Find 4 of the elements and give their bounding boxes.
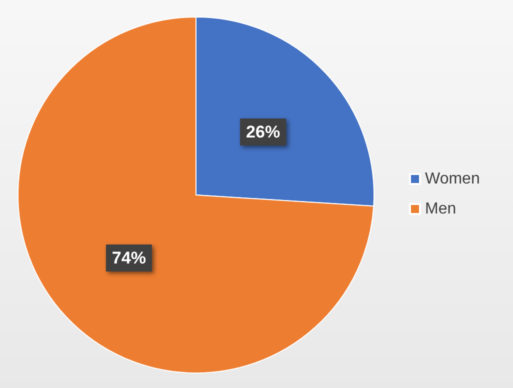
legend-label: Men	[425, 200, 456, 218]
data-label: 74%	[112, 248, 146, 268]
legend-label: Women	[425, 170, 480, 188]
data-label: 26%	[246, 122, 280, 142]
